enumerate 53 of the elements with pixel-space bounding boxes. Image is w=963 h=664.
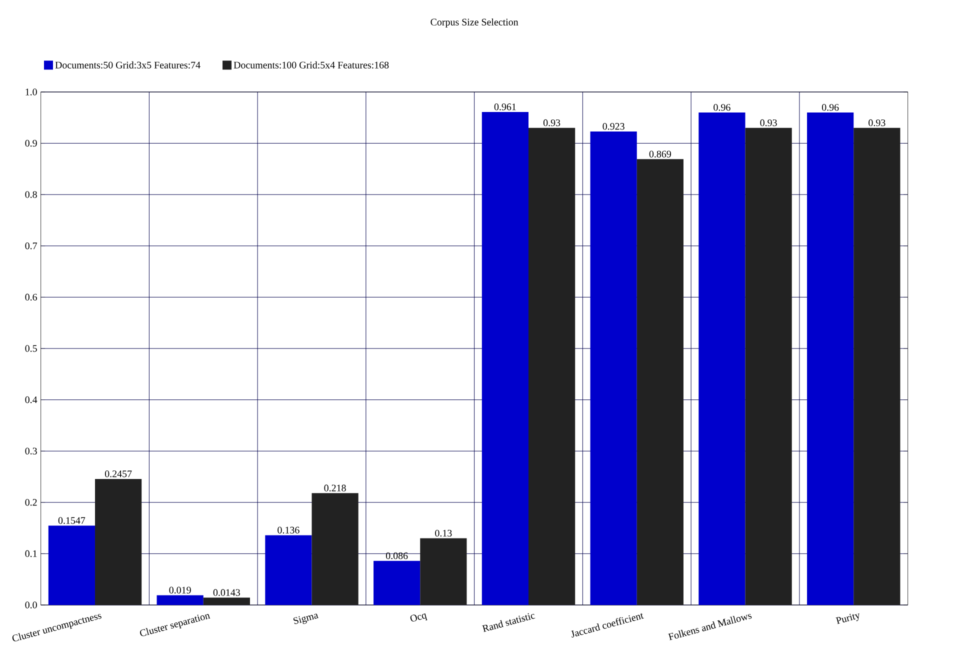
y-tick-label: 0.9 [25,140,37,147]
y-tick-label: 0.8 [25,191,37,198]
bar [48,526,96,605]
data-label: 0.0143 [213,589,240,596]
bar [312,493,358,605]
bar [590,131,637,605]
data-label: 0.961 [494,104,516,110]
bar [156,595,204,605]
data-label: 0.2457 [104,470,132,478]
x-tick-label: Rand statistic [482,613,536,632]
bar [374,560,420,605]
y-tick-label: 0.2 [25,499,37,506]
x-tick-label: Jaccard coefficient [571,613,644,638]
x-tick-label: Ocq [410,613,428,622]
data-label: 0.93 [868,119,886,126]
data-label: 0.086 [386,552,408,560]
y-tick-label: 0.4 [25,396,38,404]
data-label: 0.96 [714,104,730,111]
bar [420,538,467,605]
y-tick-label: 0.6 [25,294,38,301]
bar [95,478,142,605]
chart-title: Corpus Size Selection [430,18,518,28]
x-tick-label: Sigma [293,614,319,624]
bar [265,535,312,605]
bar [636,159,684,605]
data-label: 0.1547 [58,517,86,524]
bar [807,112,854,605]
data-label: 0.019 [169,586,191,594]
bar [482,112,529,605]
y-tick-label: 0.0 [25,602,37,608]
x-tick-label: Folkens and Mallows [668,614,752,640]
data-label: 0.923 [602,123,624,130]
y-tick-label: 0.1 [25,550,37,558]
bar [854,128,900,605]
legend-label: Documents:50 Grid:3x5 Features:74 [55,61,200,68]
bar [698,112,746,605]
x-tick-label: Purity [836,613,860,624]
data-label: 0.93 [760,119,777,126]
y-tick-label: 0.3 [25,448,37,454]
legend-label: Documents:100 Grid:5x4 Features:168 [234,61,389,68]
bar [745,128,792,605]
y-tick-label: 0.5 [25,345,37,352]
data-label: 0.93 [543,119,560,126]
data-label: 0.136 [278,526,300,534]
data-label: 0.218 [324,484,346,492]
data-label: 0.96 [822,104,839,111]
x-tick-label: Cluster separation [140,614,210,636]
y-tick-label: 0.7 [25,242,38,250]
bar [203,598,250,605]
bar [528,128,576,605]
data-label: 0.13 [435,530,452,537]
data-label: 0.869 [649,150,671,158]
y-tick-label: 1.0 [26,88,37,96]
